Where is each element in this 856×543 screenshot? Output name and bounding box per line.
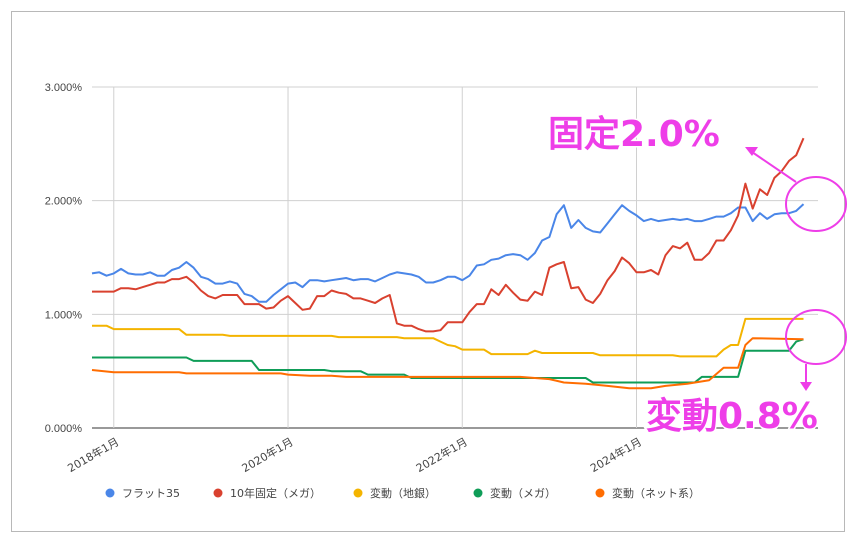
legend-label: 変動（メガ） bbox=[490, 486, 556, 500]
series-line-0 bbox=[91, 203, 805, 303]
fixed-highlight-circle bbox=[785, 176, 847, 232]
annotations: 固定2.0% 変動0.8% bbox=[547, 113, 847, 439]
fixed-arrow bbox=[751, 151, 797, 183]
legend-swatch bbox=[105, 488, 115, 498]
series-line-1 bbox=[92, 137, 805, 333]
legend-swatch bbox=[213, 488, 223, 498]
series-line-4 bbox=[91, 337, 804, 390]
series-line-2 bbox=[92, 317, 804, 358]
fixed-rate-callout: 固定2.0% bbox=[548, 114, 720, 155]
legend-swatch bbox=[595, 488, 605, 498]
x-tick-label: 2022年1月 bbox=[413, 434, 469, 475]
legend-label: 10年固定（メガ） bbox=[230, 486, 321, 500]
y-tick-label: 0.000% bbox=[45, 423, 83, 435]
y-tick-label: 3.000% bbox=[45, 82, 83, 94]
x-tick-label: 2024年1月 bbox=[588, 434, 644, 475]
fixed-arrow-head bbox=[745, 147, 758, 156]
legend-swatch bbox=[353, 488, 363, 498]
legend-swatch bbox=[473, 488, 483, 498]
legend-label: 変動（地銀） bbox=[370, 486, 436, 500]
variable-highlight-circle bbox=[785, 309, 847, 365]
y-tick-label: 1.000% bbox=[45, 309, 83, 321]
legend-label: 変動（ネット系） bbox=[612, 486, 700, 500]
series-lines bbox=[91, 137, 805, 390]
legend: フラット35 10年固定（メガ） 変動（地銀） 変動（メガ） 変動（ネット系） bbox=[105, 486, 700, 500]
x-axis-ticks: 2018年1月 2020年1月 2022年1月 2024年1月 bbox=[65, 434, 644, 475]
y-tick-label: 2.000% bbox=[45, 196, 83, 208]
legend-label: フラット35 bbox=[122, 487, 180, 500]
variable-rate-callout: 変動0.8% bbox=[646, 395, 818, 437]
x-tick-label: 2018年1月 bbox=[65, 434, 121, 475]
variable-arrow-head bbox=[800, 382, 812, 391]
grid-lines bbox=[92, 86, 818, 429]
y-axis-ticks: 0.000% 1.000% 2.000% 3.000% bbox=[45, 82, 83, 435]
x-tick-label: 2020年1月 bbox=[239, 434, 295, 475]
